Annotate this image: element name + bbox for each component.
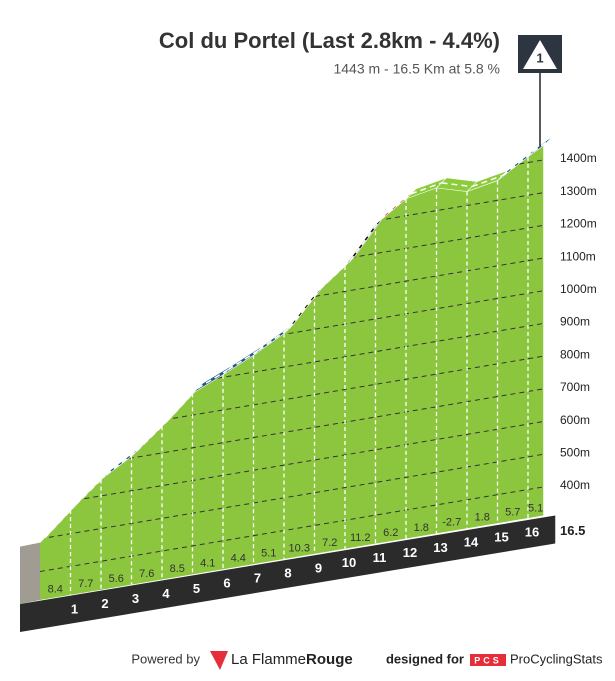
gradient-label: 8.4 [48, 583, 63, 595]
km-label: 10 [342, 555, 356, 570]
segment-centerline [380, 193, 412, 220]
y-tick-label: 1400m [560, 151, 597, 165]
y-tick-label: 700m [560, 380, 590, 394]
km-label: 14 [464, 535, 479, 550]
plot: 400m 500m 600m 700m 800m 900m 1000m 1100m 1200m 1… [20, 135, 597, 632]
km-label: 1 [71, 601, 78, 616]
gradient-label: 7.6 [139, 568, 154, 580]
pcs-logo [470, 654, 506, 666]
km-label: 11 [373, 550, 387, 565]
distance-label: 16.5 [560, 523, 585, 538]
segment-centerline [288, 289, 321, 329]
segment-centerline [135, 420, 168, 452]
pcs-logo-text: PCS [474, 655, 502, 665]
chart-title: Col du Portel (Last 2.8km - 4.4%) [159, 28, 500, 53]
gradient-label: -2.7 [442, 517, 461, 529]
gradient-label: 5.1 [261, 547, 276, 559]
km-label: 15 [494, 530, 508, 545]
segment-centerline [44, 504, 77, 539]
grid-line [40, 419, 544, 507]
segment-centerline [74, 474, 107, 506]
gradient-label: 6.2 [383, 527, 398, 539]
km-label: 12 [403, 545, 417, 560]
segment-centerline [441, 182, 473, 188]
gradient-label: 5.7 [505, 506, 520, 518]
km-label: 7 [254, 571, 261, 586]
gradient-label: 1.8 [414, 522, 429, 534]
segment-centerline [502, 151, 534, 177]
y-tick-label: 1200m [560, 217, 597, 231]
grid-line [40, 451, 544, 540]
km-strip [20, 515, 556, 632]
grid-line [40, 386, 544, 474]
km-label: 9 [315, 560, 322, 575]
footer-designed: designed for [386, 651, 464, 666]
km-label: 6 [223, 576, 230, 591]
grid-line [40, 321, 544, 409]
gradient-label: 5.6 [109, 573, 124, 585]
gradient-label: 11.2 [350, 532, 371, 544]
marker-icon [523, 40, 557, 69]
footer-powered: Powered by [131, 651, 200, 666]
gradient-label: 5.1 [528, 503, 543, 515]
km-label: 4 [162, 586, 170, 601]
y-tick-label: 400m [560, 478, 590, 492]
footer-site: ProCyclingStats [510, 651, 603, 666]
flamme-logo [210, 651, 228, 670]
profile-body [40, 145, 544, 600]
gradient-label: 4.1 [200, 558, 215, 570]
gradient-label: 7.7 [78, 578, 93, 590]
km-label: 2 [101, 596, 108, 611]
side-face [20, 542, 40, 604]
gradient-label: 4.4 [231, 553, 246, 565]
y-tick-label: 1000m [560, 282, 597, 296]
marker-label: 1 [536, 50, 543, 65]
segment-centerline [105, 450, 137, 476]
chart-subtitle: 1443 m - 16.5 Km at 5.8 % [333, 61, 500, 77]
gradient-label: 10.3 [289, 542, 310, 554]
y-tick-label: 900m [560, 315, 590, 329]
segment-centerline [410, 182, 442, 195]
km-label: 13 [433, 540, 447, 555]
gradient-label: 8.5 [170, 563, 185, 575]
grid-line [40, 484, 544, 573]
segment-centerline [349, 218, 382, 262]
footer-brand: La FlammeRouge [231, 651, 353, 668]
gradient-label: 1.8 [475, 512, 490, 524]
segment-centerline [532, 140, 549, 153]
y-tick-label: 1100m [560, 249, 596, 263]
grid-line [40, 288, 544, 376]
km-label: 5 [193, 581, 200, 596]
segment-centerline [258, 327, 290, 351]
segment-centerline [227, 349, 259, 371]
y-tick-label: 500m [560, 445, 590, 459]
km-label: 16 [525, 524, 539, 539]
km-label: 8 [284, 565, 291, 580]
brand-part: Rouge [306, 651, 353, 668]
segment-centerline [471, 174, 503, 188]
y-tick-label: 600m [560, 413, 590, 427]
segment-centerline [166, 387, 199, 422]
gradient-label: 7.2 [322, 537, 337, 549]
grid-line [40, 353, 544, 442]
y-tick-label: 1300m [560, 184, 597, 198]
y-tick-label: 800m [560, 347, 590, 361]
km-label: 3 [132, 591, 139, 606]
segment-centerline [197, 369, 229, 389]
brand-part: La Flamme [231, 651, 306, 668]
